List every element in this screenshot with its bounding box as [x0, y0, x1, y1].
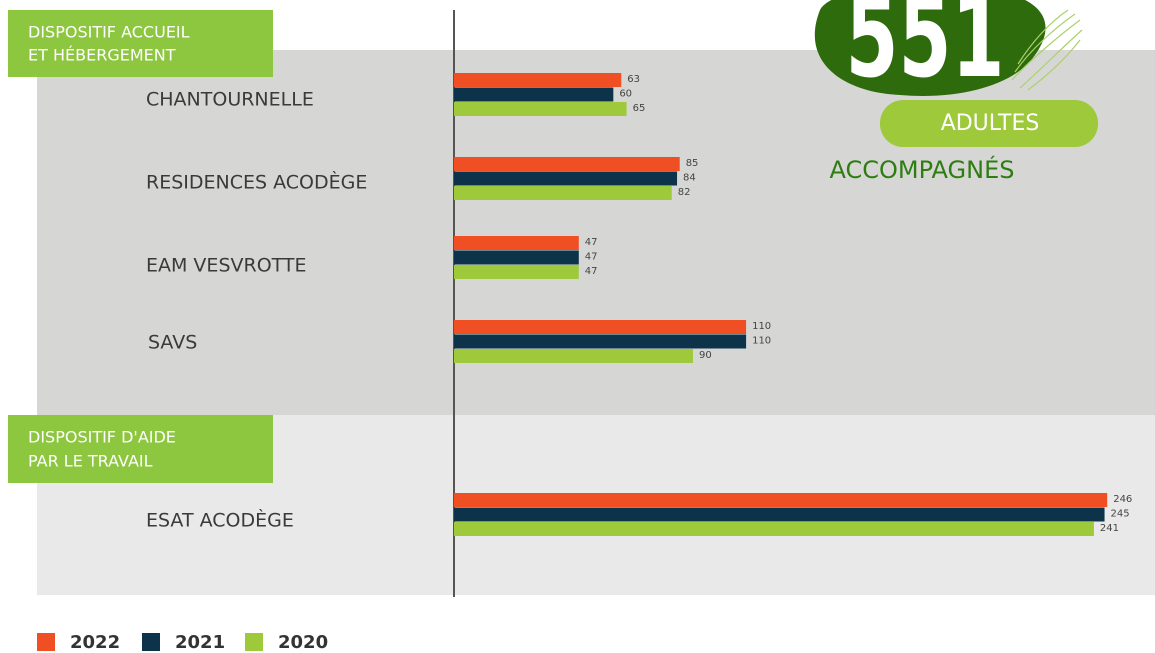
- total: 551: [846, 0, 1005, 103]
- value-label: 246: [1113, 494, 1132, 505]
- value-label: 60: [619, 89, 632, 100]
- value-label: 110: [752, 321, 771, 332]
- category-label: CHANTOURNELLE: [146, 89, 314, 111]
- bar: [454, 171, 678, 186]
- value-label: 90: [699, 350, 712, 361]
- bar: [454, 87, 614, 102]
- category-label: ESAT ACODÈGE: [146, 509, 294, 532]
- legend-swatch: [245, 633, 263, 651]
- bar: [454, 265, 579, 279]
- category-label: EAM VESVROTTE: [146, 255, 307, 277]
- group-title: PAR LE TRAVAIL: [28, 452, 153, 471]
- legend-label: 2022: [70, 632, 120, 653]
- bar: [454, 73, 622, 87]
- value-label: 241: [1100, 523, 1119, 534]
- legend-swatch: [37, 633, 55, 651]
- group-box: [8, 415, 273, 483]
- bar: [454, 493, 1108, 507]
- bar: [454, 236, 579, 250]
- value-label: 245: [1111, 509, 1130, 520]
- legend-swatch: [142, 633, 160, 651]
- value-label: 84: [683, 173, 696, 184]
- bar: [454, 507, 1105, 522]
- value-label: 82: [678, 187, 691, 198]
- leaf: [1011, 9, 1083, 91]
- group-box: [8, 10, 273, 77]
- total-caption: ACCOMPAGNÉS: [830, 155, 1015, 184]
- category-label: RESIDENCES ACODÈGE: [146, 171, 367, 194]
- total-label: ADULTES: [941, 111, 1040, 136]
- group-title: DISPOSITIF D'AIDE: [28, 428, 176, 447]
- pill: [880, 100, 1098, 147]
- bar: [454, 102, 627, 116]
- group-title: DISPOSITIF ACCUEIL: [28, 23, 190, 42]
- bar: [454, 250, 579, 265]
- bar: [454, 186, 672, 200]
- bar: [454, 157, 680, 171]
- legend-label: 2021: [175, 632, 225, 653]
- value-label: 47: [585, 252, 598, 263]
- group-title: ET HÉBERGEMENT: [28, 46, 176, 65]
- blob: [814, 0, 1046, 96]
- bar: [454, 320, 747, 334]
- category-label: SAVS: [148, 332, 197, 354]
- value-label: 47: [585, 237, 598, 248]
- bar: [454, 522, 1094, 536]
- value-label: 110: [752, 336, 771, 347]
- value-label: 65: [633, 103, 646, 114]
- value-label: 85: [686, 158, 699, 169]
- legend-label: 2020: [278, 632, 328, 653]
- value-label: 63: [627, 74, 640, 85]
- value-label: 47: [585, 266, 598, 277]
- bar: [454, 334, 747, 349]
- bar: [454, 349, 693, 363]
